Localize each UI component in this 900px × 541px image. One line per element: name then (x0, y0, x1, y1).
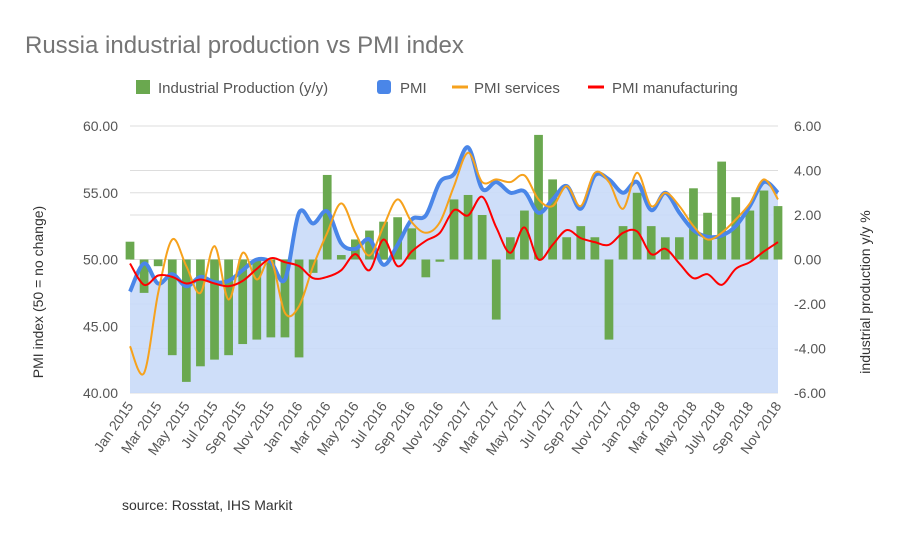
bar-industrial-production (759, 190, 769, 260)
right-tick-label: 4.00 (794, 163, 821, 179)
bar-industrial-production (548, 179, 557, 260)
bar-industrial-production (421, 259, 431, 278)
bar-industrial-production (125, 241, 135, 260)
bar-industrial-production (520, 210, 529, 260)
bar-industrial-production (604, 259, 614, 340)
bar-industrial-production (407, 228, 417, 260)
bar-industrial-production (717, 161, 727, 260)
bar-industrial-production (590, 237, 600, 260)
left-axis-title: PMI index (50 = no change) (30, 206, 46, 378)
bar-industrial-production (379, 221, 388, 260)
bar-industrial-production (181, 259, 191, 382)
bar-industrial-production (336, 255, 346, 260)
chart-title: Russia industrial production vs PMI inde… (25, 32, 464, 59)
bar-industrial-production (322, 174, 332, 260)
bar-industrial-production (280, 259, 290, 338)
bar-industrial-production (675, 237, 684, 260)
bar-industrial-production (463, 194, 473, 260)
legend-label-pmi-services: PMI services (474, 80, 560, 97)
pmi-area-fill (130, 147, 778, 393)
legend-swatch-industrial-production (136, 80, 150, 94)
bar-industrial-production (745, 210, 755, 260)
bar-industrial-production (435, 259, 445, 262)
legend-label-industrial-production: Industrial Production (y/y) (158, 80, 328, 97)
right-tick-label: 6.00 (794, 118, 821, 134)
left-tick-label: 40.00 (83, 385, 118, 401)
bar-industrial-production (196, 259, 205, 367)
line-pmi-services (129, 151, 779, 376)
bar-industrial-production (294, 259, 304, 358)
bar-industrial-production (505, 237, 515, 260)
bar-industrial-production (393, 217, 403, 260)
left-axis-ticks: 40.00 45.00 50.00 55.00 60.00 (83, 118, 118, 401)
bar-industrial-production (266, 259, 276, 338)
bar-industrial-production (153, 259, 163, 267)
bar-industrial-production (365, 230, 374, 260)
bar-industrial-production (491, 259, 501, 320)
source-note: source: Rosstat, IHS Markit (122, 497, 292, 513)
bar-industrial-production (632, 192, 642, 260)
left-tick-label: 50.00 (83, 252, 118, 268)
bar-industrial-production (224, 259, 233, 356)
right-tick-label: 0.00 (794, 252, 821, 268)
right-tick-label: -2.00 (794, 296, 826, 312)
bar-industrial-production (534, 134, 543, 260)
area-series-pmi (130, 147, 778, 393)
right-axis-title: industrial production y/y % (857, 210, 873, 373)
bar-industrial-production (167, 259, 177, 356)
right-tick-label: -4.00 (794, 341, 826, 357)
line-pmi-manufacturing (129, 195, 779, 288)
bar-industrial-production (576, 226, 586, 260)
left-tick-label: 45.00 (83, 318, 118, 334)
bar-industrial-production (252, 259, 262, 340)
bar-industrial-production (618, 226, 628, 260)
bar-industrial-production (139, 259, 149, 293)
legend-label-pmi-manufacturing: PMI manufacturing (612, 80, 738, 97)
legend-swatch-pmi (377, 80, 391, 94)
bar-industrial-production (238, 259, 248, 345)
bar-industrial-production (210, 259, 219, 360)
right-tick-label: -6.00 (794, 385, 826, 401)
bar-industrial-production (689, 188, 698, 260)
bar-industrial-production (449, 199, 459, 260)
bar-industrial-production (477, 215, 487, 260)
left-tick-label: 60.00 (83, 118, 118, 134)
legend-label-pmi: PMI (400, 80, 427, 97)
right-axis-ticks: -6.00 -4.00 -2.00 0.00 2.00 4.00 6.00 (794, 118, 826, 401)
bar-industrial-production (646, 226, 656, 260)
line-series (128, 145, 780, 376)
legend: Industrial Production (y/y) PMI PMI serv… (136, 80, 738, 97)
bar-industrial-production (773, 206, 783, 260)
right-tick-label: 2.00 (794, 207, 821, 223)
left-tick-label: 55.00 (83, 185, 118, 201)
bar-industrial-production (562, 237, 572, 260)
